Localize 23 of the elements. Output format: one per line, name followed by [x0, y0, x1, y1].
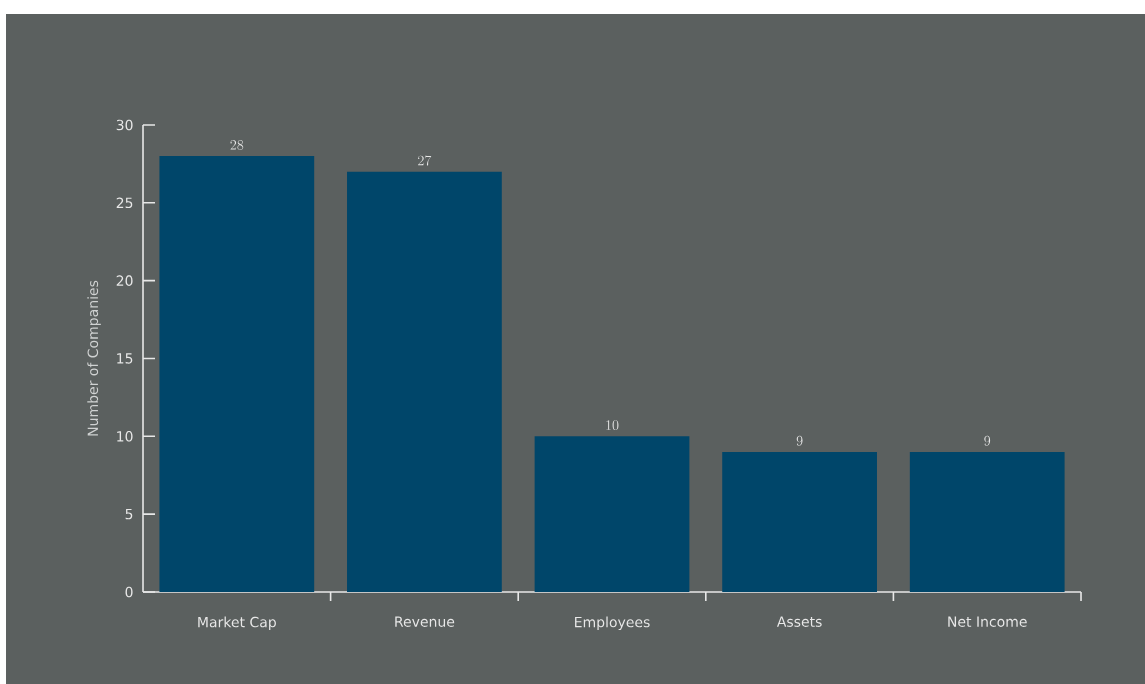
x-tick-label: Market Cap: [198, 616, 276, 631]
x-tick-label: Net Income: [948, 616, 1027, 627]
x-tick-label: Employees: [575, 616, 650, 631]
x-tick-label: Assets: [776, 616, 822, 627]
bar: [722, 451, 877, 592]
y-tick-label: 25: [116, 197, 133, 209]
y-tick-label: 15: [117, 353, 133, 364]
bar: [347, 171, 502, 592]
bar: [534, 436, 690, 592]
bar: [909, 451, 1065, 592]
y-tick-label: 20: [116, 275, 133, 286]
y-tick-label: 5: [125, 508, 133, 520]
y-tick-label: 0: [125, 586, 133, 598]
data-label: 9: [796, 435, 803, 446]
data-label: 27: [418, 155, 432, 166]
bar: [159, 156, 315, 592]
y-tick-label: 30: [116, 119, 133, 131]
y-tick-label: 10: [117, 431, 133, 442]
data-label: 9: [984, 435, 991, 446]
y-axis-title: Number of Companies: [87, 280, 101, 436]
data-label: 28: [230, 140, 244, 150]
x-tick-label: Revenue: [395, 616, 455, 627]
data-label: 10: [606, 420, 619, 431]
